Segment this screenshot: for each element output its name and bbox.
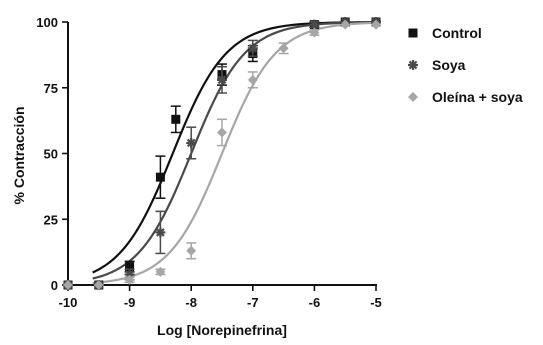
y-axis-label: % Contracción [11,106,27,204]
axes: -10 -9 -8 -7 -6 -5 0 25 50 75 100 [36,15,381,310]
legend-label-1: Control [432,25,482,41]
x-tick-label: -10 [59,295,78,310]
y-tick-label: 50 [44,147,58,162]
y-tick-label: 100 [36,15,58,30]
fit-curve-2 [92,21,377,280]
data-point [186,137,197,148]
data-point [155,172,165,182]
data-point [186,245,197,256]
legend: Control Soya Oleína + soya [408,25,523,105]
data-point [371,19,381,30]
data-points [63,17,381,290]
y-tick-label: 0 [51,278,58,293]
data-point [171,114,181,124]
legend-marker-2 [408,60,418,70]
data-point [155,227,166,238]
legend-marker-3 [408,92,418,102]
star-stroke [186,138,196,148]
y-tick-label: 25 [44,212,58,227]
x-axis-label: Log [Norepinefrina] [157,322,287,338]
data-point [155,266,166,277]
data-point [217,74,227,85]
legend-marker-1 [408,28,418,38]
legend-label-3: Oleína + soya [432,89,523,105]
data-point [63,280,73,290]
star-stroke [156,228,165,237]
fit-curves [92,21,377,285]
star-stroke [408,60,418,70]
x-tick-label: -9 [124,295,136,310]
data-point [309,27,320,38]
star-stroke [217,75,227,85]
x-tick-label: -6 [309,295,321,310]
legend-label-2: Soya [432,57,466,73]
fit-curve-3 [92,21,377,285]
star-stroke [248,43,258,53]
y-tick-label: 75 [44,81,58,96]
fit-curve-1 [92,21,377,274]
data-point [247,43,258,54]
data-point [247,74,258,85]
data-point [124,274,135,285]
star-stroke [310,20,319,29]
x-tick-label: -7 [247,295,259,310]
data-point [340,19,351,30]
data-point [278,43,289,54]
data-point [93,280,104,290]
series-3 [63,19,381,290]
data-point [125,262,135,272]
x-tick-label: -8 [185,295,197,310]
x-tick-label: -5 [370,295,382,310]
data-point [217,127,227,138]
